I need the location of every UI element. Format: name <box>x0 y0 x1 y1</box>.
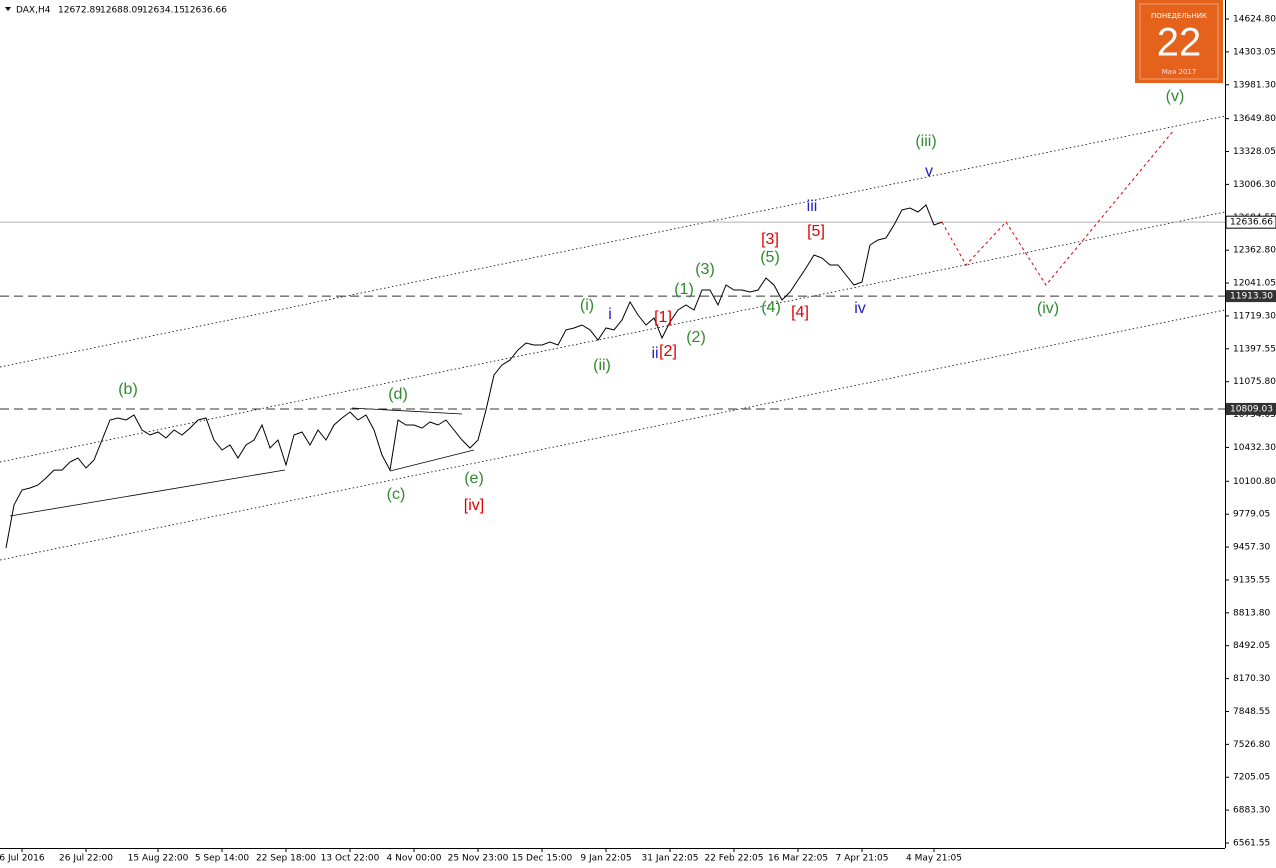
y-tick-label: 9135.55 <box>1233 575 1270 585</box>
y-tick-label: 8492.05 <box>1233 641 1270 651</box>
wave-label: (d) <box>388 386 408 403</box>
y-tick-label: 13328.05 <box>1233 147 1276 157</box>
y-tick-label: 11719.30 <box>1233 311 1276 321</box>
wave-label: (iii) <box>915 133 936 150</box>
wave-label: (2) <box>686 329 706 346</box>
wave-label: (5) <box>760 249 780 266</box>
open: 12672.89 <box>58 6 101 16</box>
wave-label: [iv] <box>464 497 484 514</box>
wave-label: ii <box>651 345 658 362</box>
month-year: Мая 2017 <box>1162 68 1197 76</box>
close: 12636.66 <box>184 6 227 16</box>
x-tick-label: 15 Dec 15:00 <box>512 854 573 864</box>
y-tick-label: 14624.80 <box>1233 14 1276 24</box>
y-tick-label: 9457.30 <box>1233 543 1270 553</box>
x-tick-label: 25 Nov 23:00 <box>448 854 509 864</box>
x-tick-label: 22 Sep 18:00 <box>256 854 316 864</box>
wave-label: iv <box>854 300 866 317</box>
low: 12634.15 <box>142 6 185 16</box>
channel-upper <box>0 115 1226 368</box>
y-tick-label: 7848.55 <box>1233 707 1270 717</box>
y-tick-label: 10754.05 <box>1233 410 1276 420</box>
y-tick-label: 10100.80 <box>1233 477 1276 487</box>
channel-middle <box>0 211 1226 463</box>
price-line-series <box>5 204 943 549</box>
wave-label: [2] <box>659 343 677 360</box>
wave-label: i <box>608 306 612 323</box>
x-tick-label: 4 Nov 00:00 <box>387 854 442 864</box>
wave-label: (v) <box>1166 88 1185 105</box>
trendline <box>9 469 286 517</box>
wave-label: v <box>925 163 933 180</box>
price-label-box <box>1226 402 1276 415</box>
wave-label: (c) <box>387 486 406 503</box>
x-tick-label: 7 Apr 21:05 <box>836 854 889 864</box>
x-tick-label: 4 May 21:05 <box>906 854 962 864</box>
wave-label: (ii) <box>593 357 611 374</box>
symbol: DAX,H4 <box>16 6 51 16</box>
y-tick-label: 7205.05 <box>1233 773 1270 783</box>
wave-label: [5] <box>807 223 825 240</box>
y-tick-label: 12362.80 <box>1233 246 1276 256</box>
price-label-box <box>1225 215 1276 229</box>
y-tick-label: 6883.30 <box>1233 806 1270 816</box>
menu-arrow <box>5 7 11 11</box>
wave-label: [1] <box>654 309 672 326</box>
y-tick-label: 8813.80 <box>1233 608 1270 618</box>
y-tick-label: 14303.05 <box>1233 47 1276 57</box>
weekday: ПОНЕДЕЛЬНИК <box>1151 12 1207 20</box>
widget-box <box>1135 0 1223 83</box>
wave-label: [3] <box>761 231 779 248</box>
wave-label: [4] <box>791 304 809 321</box>
wave-label: (b) <box>118 381 138 398</box>
y-tick-label: 7526.80 <box>1233 740 1270 750</box>
x-tick-label: 31 Jan 22:05 <box>642 854 699 864</box>
x-tick-label: 15 Aug 22:00 <box>128 854 189 864</box>
trendline <box>389 449 475 472</box>
price-label: 11913.30 <box>1230 292 1273 302</box>
y-tick-label: 13006.30 <box>1233 180 1276 190</box>
high: 12688.09 <box>100 6 143 16</box>
y-tick-label: 9779.05 <box>1233 510 1270 520</box>
y-tick-label: 6561.55 <box>1233 838 1270 848</box>
x-tick-label: 16 Mar 22:05 <box>768 854 828 864</box>
y-tick-label: 8170.30 <box>1233 674 1270 684</box>
wave-label: (1) <box>674 281 694 298</box>
y-tick-label: 11397.55 <box>1233 344 1276 354</box>
day: 22 <box>1157 21 1202 65</box>
y-tick-label: 11075.80 <box>1233 377 1276 387</box>
wave-label: (iv) <box>1037 300 1059 317</box>
x-tick-label: 13 Oct 22:00 <box>321 854 380 864</box>
forecast-path <box>941 129 1175 286</box>
plot <box>0 129 1225 549</box>
y-tick-label: 13649.80 <box>1233 114 1276 124</box>
x-tick-label: 22 Feb 22:05 <box>704 854 763 864</box>
price-label-box <box>1226 290 1276 303</box>
wave-label: (3) <box>695 261 715 278</box>
price-label: 12636.66 <box>1230 218 1273 228</box>
x-tick-label: 6 Jul 2016 <box>0 854 45 864</box>
price-label: 10809.03 <box>1230 404 1273 414</box>
x-tick-label: 5 Sep 14:00 <box>195 854 250 864</box>
wave-label: (i) <box>580 297 594 314</box>
y-tick-label: 13981.30 <box>1233 80 1276 90</box>
y-tick-label: 10432.30 <box>1233 443 1276 453</box>
widget-frame <box>1139 3 1219 80</box>
calendar-widget: ПОНЕДЕЛЬНИК 22 Мая 2017 <box>1135 0 1223 83</box>
x-tick-label: 26 Jul 22:00 <box>59 854 113 864</box>
annotations: (b) (d) (c) (e) [iv] (i) i (ii) [1] ii [… <box>118 88 1184 514</box>
wave-label: iii <box>807 198 818 215</box>
wave-label: (4) <box>761 299 781 316</box>
wave-label: (e) <box>464 470 484 487</box>
channel-lower <box>0 309 1226 561</box>
x-tick-label: 9 Jan 22:05 <box>580 854 631 864</box>
y-tick-label: 12041.05 <box>1233 279 1276 289</box>
